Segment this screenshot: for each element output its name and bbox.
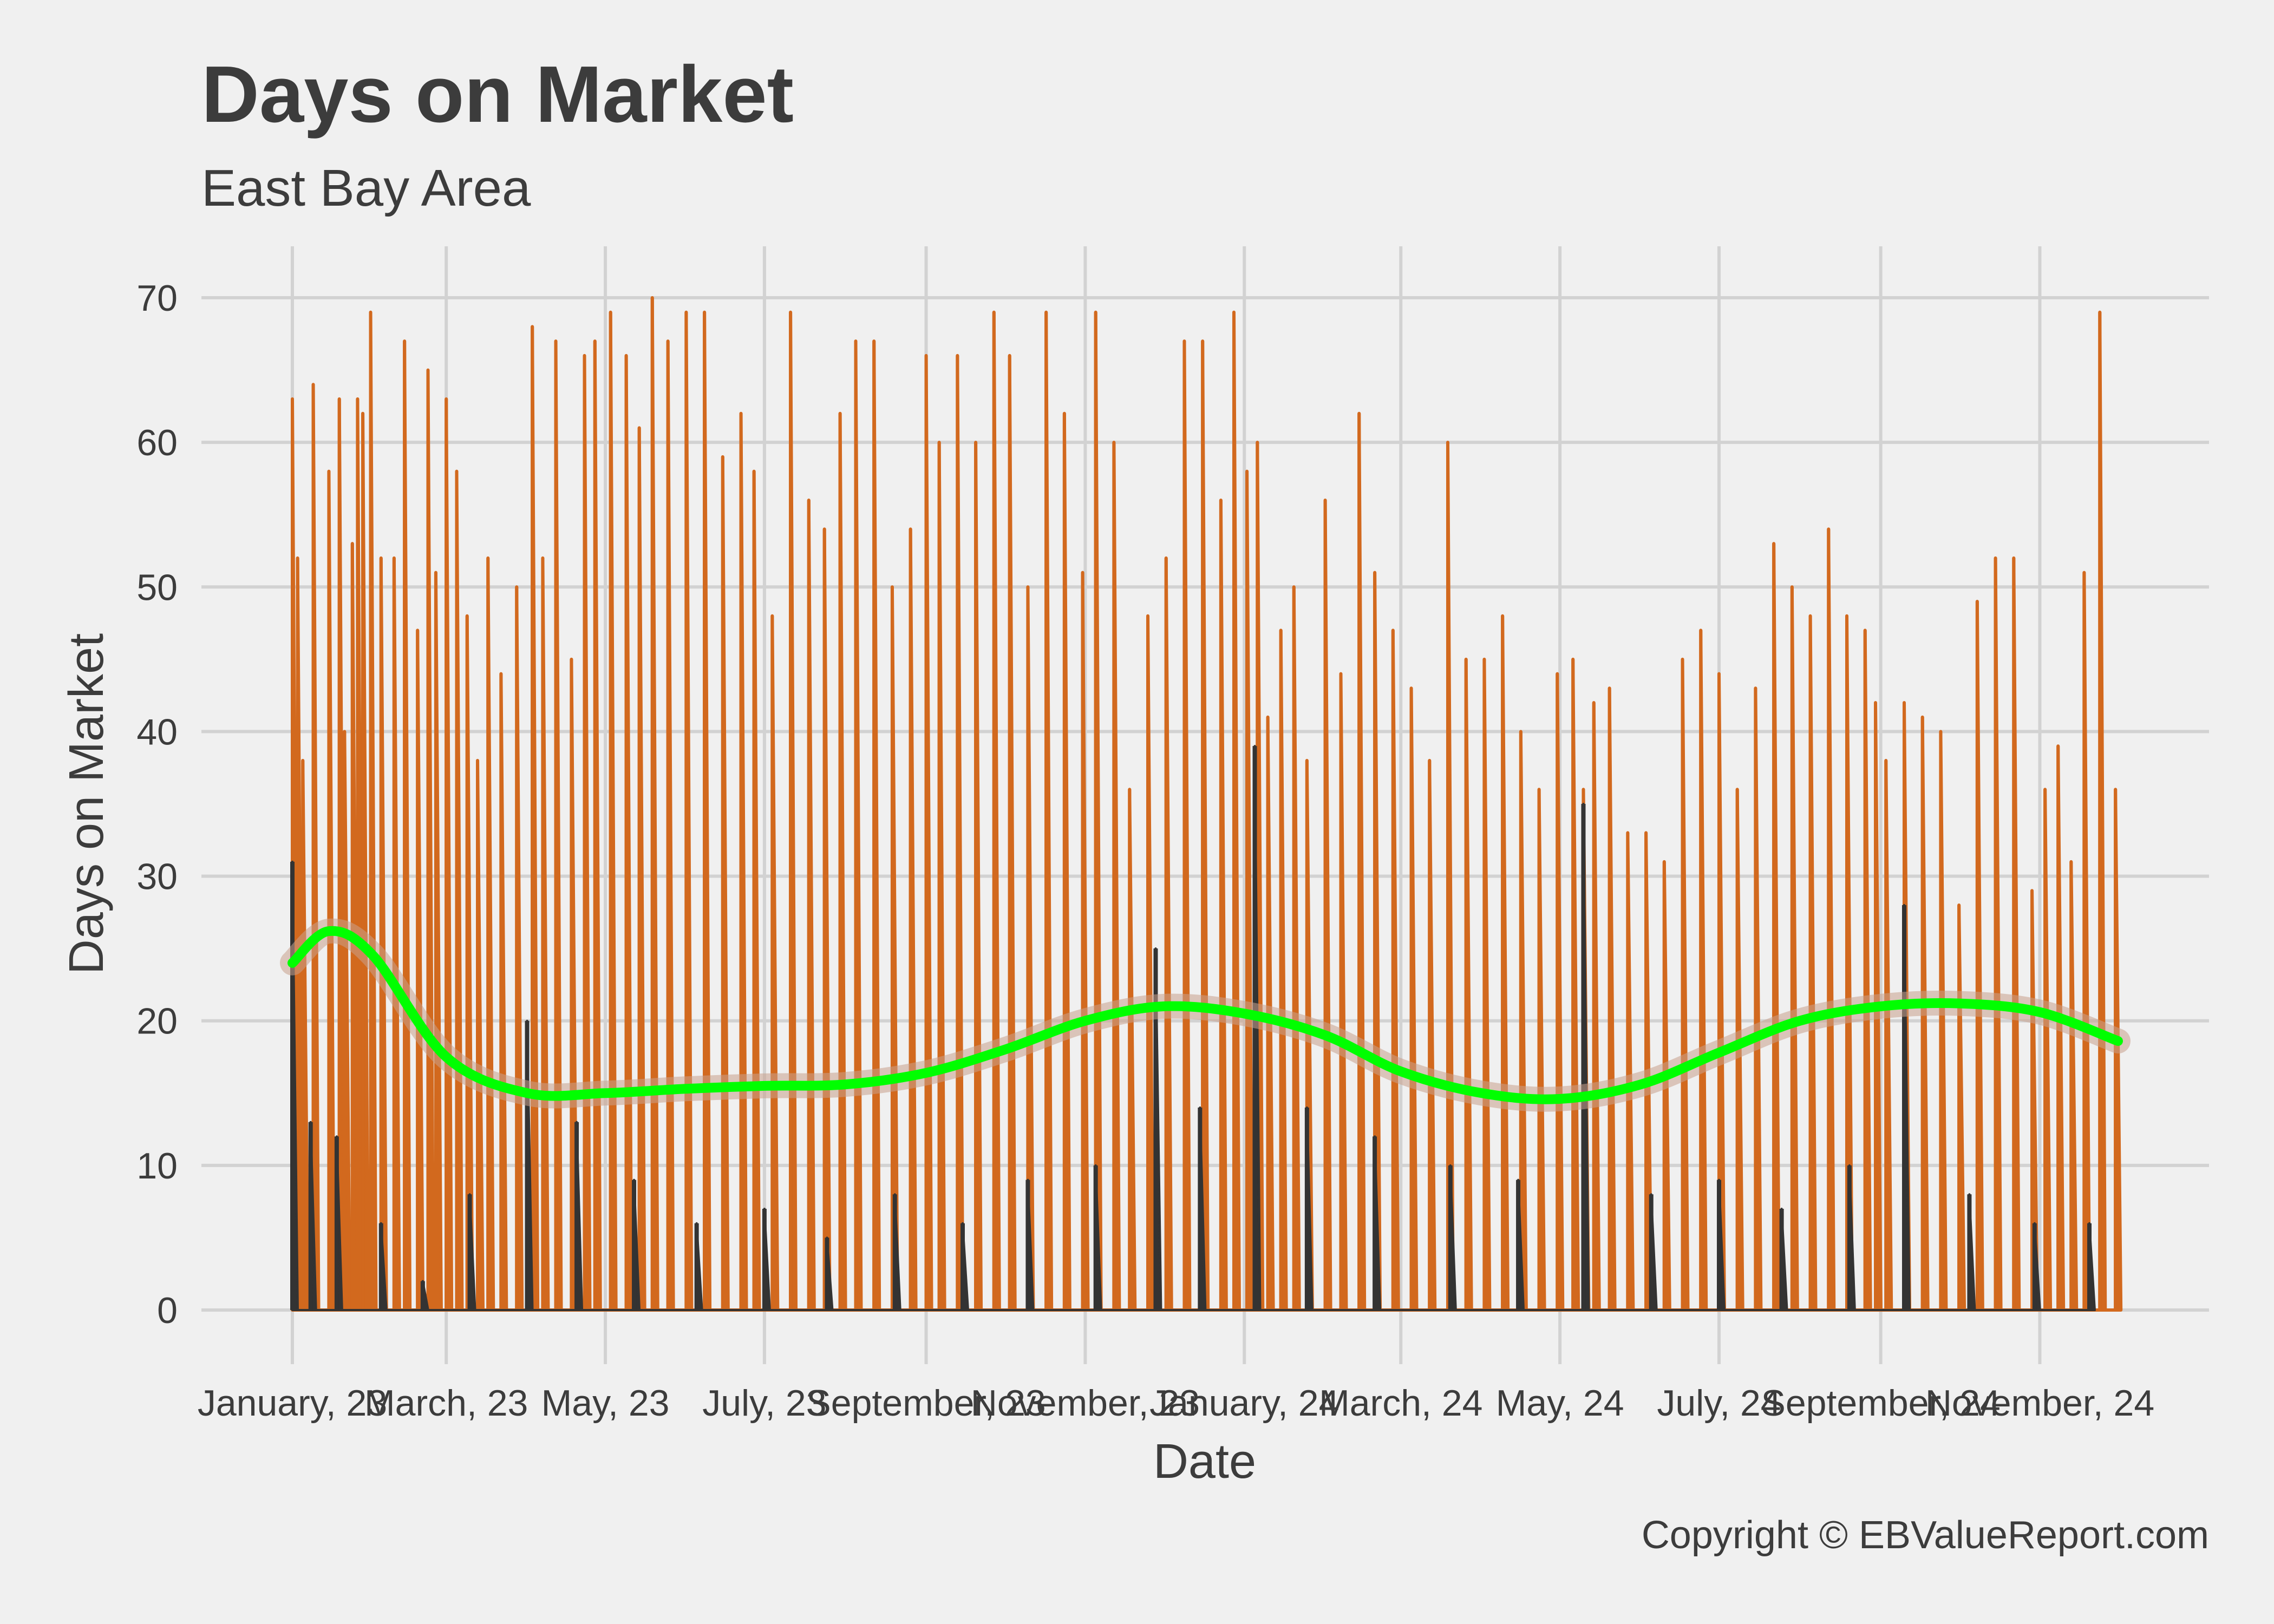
x-axis-title: Date	[1153, 1435, 1256, 1489]
smooth-series	[280, 918, 2131, 1112]
x-tick-label: July, 23	[702, 1383, 826, 1424]
smooth-trend-line	[287, 926, 2123, 1104]
x-tick-label: March, 23	[364, 1383, 528, 1424]
y-tick-label: 50	[136, 567, 178, 608]
x-tick-label: January, 23	[198, 1383, 387, 1424]
y-tick-label: 0	[157, 1290, 178, 1331]
y-tick-label: 10	[136, 1145, 178, 1187]
x-tick-label: July, 24	[1657, 1383, 1781, 1424]
x-tick-label: November, 23	[971, 1383, 1200, 1424]
y-tick-label: 30	[136, 856, 178, 898]
y-axis-title: Days on Market	[60, 633, 114, 974]
x-tick-label: May, 23	[541, 1383, 670, 1424]
x-tick-label: September, 23	[806, 1383, 1045, 1424]
y-axis-ticks: 0 10 20 30 40 50 60 70	[136, 278, 178, 1331]
chart-title: Days on Market	[201, 50, 794, 139]
x-tick-label: January, 24	[1149, 1383, 1339, 1424]
y-tick-label: 20	[136, 1001, 178, 1042]
y-tick-label: 70	[136, 278, 178, 319]
x-tick-label: March, 24	[1319, 1383, 1482, 1424]
chart-subtitle: East Bay Area	[201, 159, 531, 217]
copyright-caption: Copyright © EBValueReport.com	[1642, 1514, 2209, 1557]
x-tick-label: November, 24	[1925, 1383, 2154, 1424]
y-tick-label: 40	[136, 711, 178, 752]
y-tick-label: 60	[136, 422, 178, 463]
x-tick-label: September, 24	[1761, 1383, 2000, 1424]
x-tick-label: May, 24	[1496, 1383, 1624, 1424]
spike-series	[290, 296, 2123, 1312]
